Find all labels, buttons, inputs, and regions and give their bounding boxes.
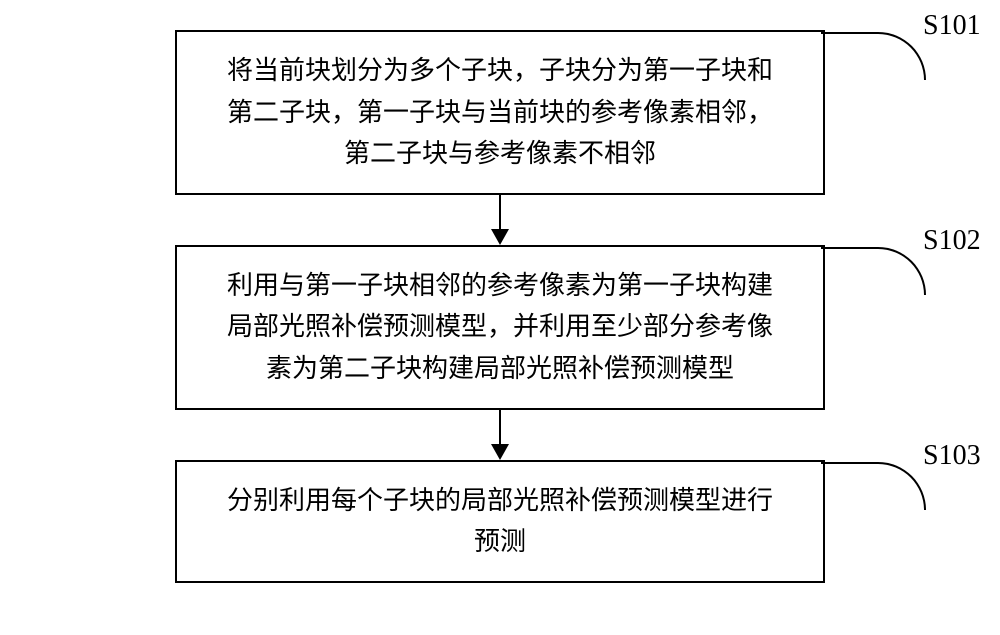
step-text-line: 利用与第一子块相邻的参考像素为第一子块构建: [207, 265, 793, 307]
step-text-line: 素为第二子块构建局部光照补偿预测模型: [207, 348, 793, 390]
step-text-line: 将当前块划分为多个子块，子块分为第一子块和: [207, 50, 793, 92]
step-text-line: 分别利用每个子块的局部光照补偿预测模型进行: [207, 480, 793, 522]
step-label: S102: [923, 219, 981, 264]
step-text-line: 第二子块与参考像素不相邻: [207, 133, 793, 175]
arrow-head-icon: [491, 229, 509, 245]
step-label: S103: [923, 434, 981, 479]
step-label: S101: [923, 4, 981, 49]
step-box-s101: 将当前块划分为多个子块，子块分为第一子块和 第二子块，第一子块与当前块的参考像素…: [175, 30, 825, 195]
step-text-line: 第二子块，第一子块与当前块的参考像素相邻，: [207, 92, 793, 134]
arrow-head-icon: [491, 444, 509, 460]
step-box-s103: 分别利用每个子块的局部光照补偿预测模型进行 预测 S103: [175, 460, 825, 583]
step-text-line: 预测: [207, 521, 793, 563]
flowchart-container: 将当前块划分为多个子块，子块分为第一子块和 第二子块，第一子块与当前块的参考像素…: [60, 30, 940, 605]
step-box-s102: 利用与第一子块相邻的参考像素为第一子块构建 局部光照补偿预测模型，并利用至少部分…: [175, 245, 825, 410]
step-text-line: 局部光照补偿预测模型，并利用至少部分参考像: [207, 306, 793, 348]
arrow-s102-s103: [491, 410, 509, 460]
arrow-s101-s102: [491, 195, 509, 245]
